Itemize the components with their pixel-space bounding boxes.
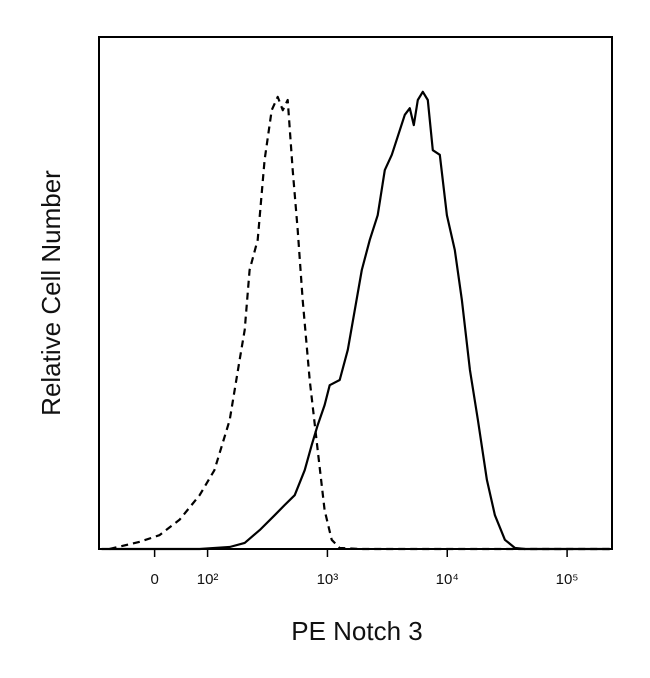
histogram-line xyxy=(109,95,610,551)
x-tick-label: 10³ xyxy=(317,571,339,588)
x-tick-label: 10⁵ xyxy=(556,571,579,588)
x-tick-label: 10⁴ xyxy=(436,571,459,588)
x-axis-label: PE Notch 3 xyxy=(291,616,423,646)
histogram-line xyxy=(101,90,610,551)
x-tick-label: 10² xyxy=(197,571,219,588)
x-tick-label: 0 xyxy=(150,571,158,588)
y-axis-label: Relative Cell Number xyxy=(36,170,66,416)
